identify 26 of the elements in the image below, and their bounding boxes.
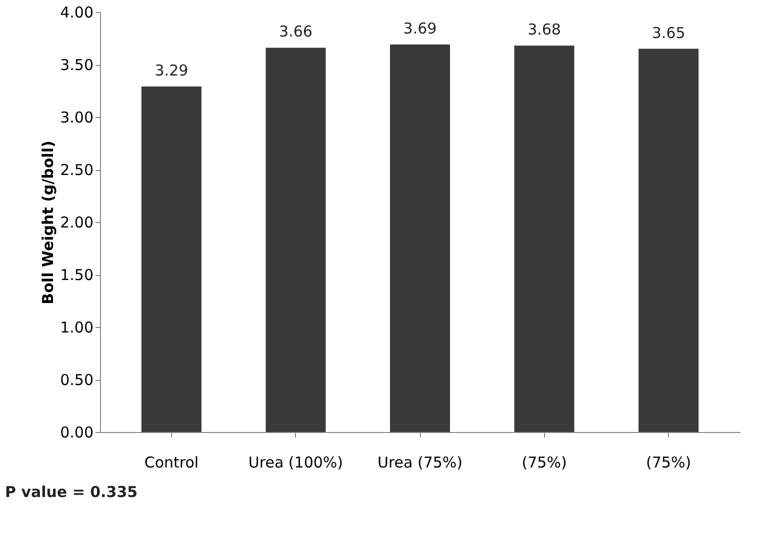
bar bbox=[266, 48, 326, 432]
text: P value = 0.335 bbox=[5, 483, 138, 501]
bar bbox=[390, 44, 450, 432]
x-tick-label: Urea (100%) bbox=[248, 454, 344, 472]
y-tick-label: 1.00 bbox=[60, 318, 94, 336]
bar bbox=[514, 46, 574, 432]
y-tick-label: 4.00 bbox=[60, 4, 94, 22]
data-label: 3.66 bbox=[279, 22, 312, 41]
x-tick-label: (75%) bbox=[522, 454, 567, 472]
bar bbox=[141, 86, 202, 432]
x-tick-label: Control bbox=[144, 454, 199, 472]
y-tick-label: 3.00 bbox=[60, 108, 94, 126]
data-label: 3.65 bbox=[652, 24, 686, 42]
y-tick-label: 3.50 bbox=[60, 56, 94, 74]
y-tick-label: 0.50 bbox=[60, 371, 94, 389]
data-label: 3.68 bbox=[528, 20, 561, 39]
y-tick-label: 0.00 bbox=[60, 424, 94, 442]
bar bbox=[638, 48, 699, 432]
y-axis-title: Boll Weight (g/boll) bbox=[39, 140, 58, 304]
y-tick-label: 2.50 bbox=[60, 161, 94, 179]
x-tick-label: (75%) bbox=[646, 454, 692, 472]
x-tick-label: Urea (75%) bbox=[377, 454, 463, 472]
data-label: 3.69 bbox=[403, 20, 437, 38]
data-label: 3.29 bbox=[154, 62, 188, 80]
y-tick-label: 1.50 bbox=[60, 266, 94, 284]
y-tick-label: 2.00 bbox=[60, 214, 94, 232]
